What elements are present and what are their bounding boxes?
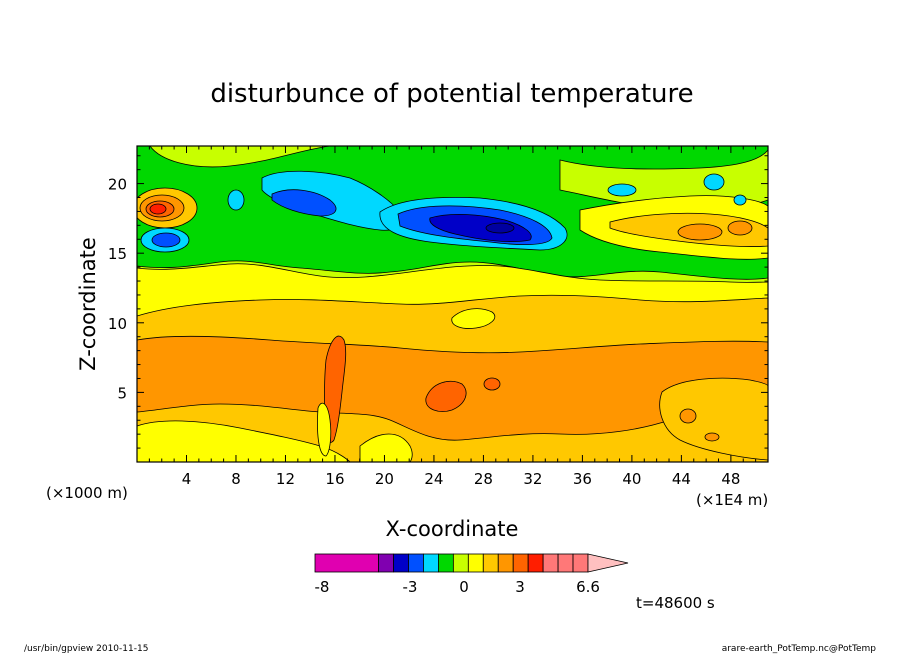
blue-region-left [271,189,337,217]
upper-right-blob [677,223,723,241]
colorbar-extension [587,553,629,573]
x-tick-label: 36 [573,470,592,488]
center-yellow-cell [451,308,496,329]
y-tick-label: 15 [108,245,127,263]
dark-orange-blob-1 [425,381,467,412]
colorbar-segment [497,553,514,573]
colorbar-segment [467,553,484,573]
x-ticks: 4 8 12 16 20 24 28 32 36 40 44 48 [148,146,757,488]
x-tick-label: 32 [523,470,542,488]
x-tick-label: 20 [375,470,394,488]
colorbar-segment [572,553,589,573]
x-tick-label: 4 [182,470,192,488]
y-axis-label: Z-coordinate [76,237,100,371]
warm-anomaly-core [149,203,167,215]
plot-area [137,146,768,462]
x-tick-label: 40 [622,470,641,488]
colorbar-segment [527,553,544,573]
colorbar-label: 0 [459,578,469,596]
y-tick-label: 10 [108,315,127,333]
colorbar-segment [452,553,469,573]
cyan-blob-upper-left [227,189,245,211]
x-tick-label: 24 [424,470,443,488]
colorbar-segment [482,553,499,573]
lower-yellow-pocket [137,420,351,462]
colorbar-label: -8 [315,578,330,596]
cyan-blob-right-3 [733,194,747,206]
colorbar-label: 3 [515,578,525,596]
x-tick-label: 48 [721,470,740,488]
colorbar-segment [438,553,454,573]
colorbar-segment [423,553,439,573]
colorbar [314,553,629,573]
x-tick-label: 28 [474,470,493,488]
chart-title: disturbunce of potential temperature [210,79,693,109]
x-axis-label: X-coordinate [386,517,519,541]
y-tick-label: 20 [108,176,127,194]
lower-right-blob [679,408,697,424]
colorbar-segment [557,553,574,573]
y-tick-label: 5 [117,384,127,402]
colorbar-labels: -8 -3 0 3 6.6 [315,578,600,596]
plot-frame [136,145,769,463]
navy-region-center [429,213,532,242]
colorbar-label: -3 [403,578,418,596]
dark-orange-blob-2 [483,377,501,391]
x-tick-label: 8 [231,470,241,488]
colorbar-segment [393,553,409,573]
colorbar-segment [542,553,559,573]
time-label: t=48600 s [636,594,715,612]
x-tick-label: 12 [276,470,295,488]
x-tick-label: 16 [325,470,344,488]
colorbar-segment [314,553,379,573]
cold-pool-inner [151,232,181,248]
colorbar-segment [378,553,394,573]
upper-right-blob-2 [727,220,753,236]
x-tick-label: 44 [672,470,691,488]
x-unit-right: (×1E4 m) [696,491,768,509]
x-unit-left: (×1000 m) [46,484,128,502]
navy-core [485,222,515,234]
y-ticks: 5 10 15 20 [108,155,768,449]
colorbar-segment [408,553,424,573]
cyan-blob-right-1 [607,183,637,197]
footer-right: arare-earth_PotTemp.nc@PotTemp [722,644,877,654]
lower-right-light-orange [659,377,768,461]
footer-left: /usr/bin/gpview 2010-11-15 [24,644,148,654]
cyan-blob-right-2 [703,173,725,191]
colorbar-label: 6.6 [576,578,600,596]
convective-column-yellow [317,402,332,457]
lower-right-blob-2 [704,432,720,442]
colorbar-segment [512,553,529,573]
